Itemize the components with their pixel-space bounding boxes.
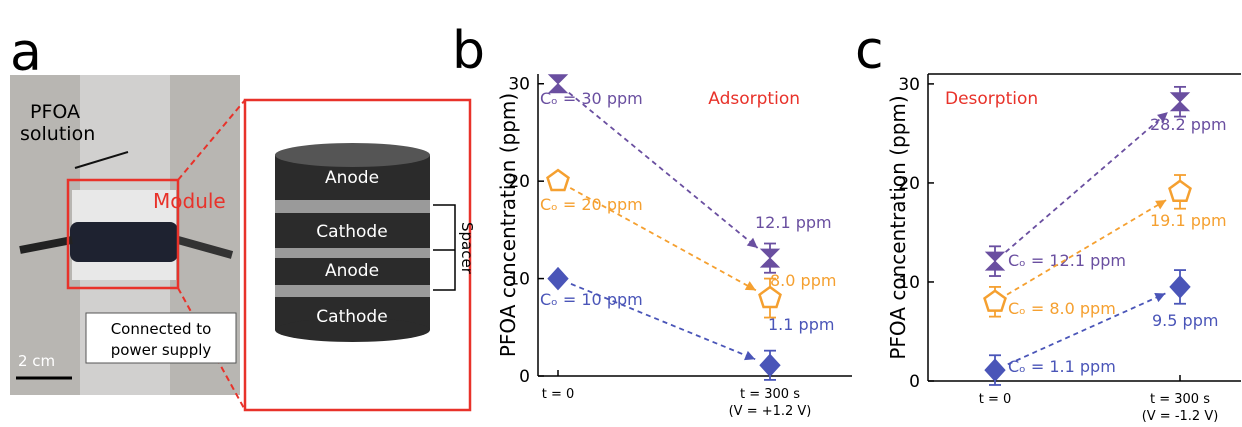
y-tick-label: 10 (898, 273, 920, 293)
module-electrodes (70, 222, 178, 262)
y-axis-label: PFOA concentration (ppm) (496, 93, 520, 357)
arrow-head (746, 237, 758, 248)
y-axis-label: PFOA concentration (ppm) (886, 95, 910, 359)
panel-label: c (855, 21, 884, 81)
data-point (983, 289, 1007, 312)
panel-label: a (10, 23, 42, 83)
stack-bottom (275, 318, 430, 342)
arrow-head (1155, 200, 1167, 210)
value-label: Cₒ = 30 ppm (540, 89, 643, 108)
power-label-box (85, 312, 237, 364)
data-point (546, 168, 570, 192)
data-point (984, 358, 1006, 382)
value-label: 8.0 ppm (770, 271, 836, 290)
layer-label: Cathode (316, 307, 387, 327)
value-label: 28.2 ppm (1150, 115, 1227, 134)
value-label: 1.1 ppm (768, 315, 834, 334)
trend-arrow (568, 91, 759, 249)
x-tick-label: t = 0 (542, 387, 575, 402)
data-point (1169, 92, 1191, 112)
arrow-head (1157, 112, 1168, 123)
data-point (547, 74, 569, 94)
layer-label: Anode (325, 168, 379, 188)
layer-label: Anode (325, 261, 379, 281)
annotation: Desorption (945, 89, 1038, 109)
trend-arrow (1007, 292, 1166, 366)
value-label: Cₒ = 20 ppm (540, 195, 643, 214)
stack-body (275, 155, 430, 330)
trend-arrow (570, 283, 756, 361)
value-label: Cₒ = 10 ppm (540, 290, 643, 309)
trend-arrow (1005, 111, 1169, 253)
data-point (759, 353, 781, 378)
panel-label: b (452, 21, 485, 81)
value-label: Cₒ = 8.0 ppm (1008, 299, 1116, 318)
arrow-head (1154, 293, 1166, 303)
y-tick-label: 20 (898, 174, 920, 194)
data-point (1169, 275, 1191, 299)
data-point (759, 248, 781, 268)
x-tick-label: t = 300 s (V = +1.2 V) (729, 387, 812, 419)
value-label: Cₒ = 1.1 ppm (1008, 357, 1116, 376)
layer-label: Cathode (316, 222, 387, 242)
power-label: Connected to (111, 320, 212, 338)
x-tick-label: t = 0 (979, 392, 1012, 407)
arrow-head (744, 350, 756, 361)
value-label: 19.1 ppm (1150, 211, 1227, 230)
y-tick-label: 20 (508, 172, 530, 192)
y-tick-label: 30 (508, 75, 530, 95)
module-box (66, 178, 180, 290)
y-tick-label: 10 (508, 270, 530, 290)
clip-left (19, 236, 73, 254)
spacer-label: Spacer (458, 222, 476, 275)
data-point (1168, 179, 1192, 202)
value-label: 9.5 ppm (1152, 311, 1218, 330)
spacer-layer (275, 200, 430, 213)
spacer-layer (275, 285, 430, 297)
arrow-head (744, 281, 756, 291)
x-tick-label: t = 300 s (V = -1.2 V) (1142, 392, 1219, 424)
value-label: 12.1 ppm (755, 213, 832, 232)
data-point (984, 251, 1006, 271)
annotation: Adsorption (708, 89, 800, 109)
value-label: Cₒ = 12.1 ppm (1008, 251, 1126, 270)
module-label: Module (153, 189, 226, 213)
clip-right (176, 236, 234, 259)
power-label: power supply (111, 341, 212, 359)
spacer-bracket (433, 204, 456, 291)
spacer-layer (275, 248, 430, 258)
trend-arrow (1006, 199, 1167, 296)
data-point (547, 266, 569, 291)
y-tick-label: 30 (898, 75, 920, 95)
y-tick-label: 0 (909, 372, 920, 392)
zoom-line (177, 287, 246, 411)
pointer-arrow (74, 151, 129, 169)
zoom-line (177, 99, 246, 181)
data-point (758, 285, 782, 309)
solution-label: PFOA (30, 101, 80, 123)
scale-bar-label: 2 cm (18, 352, 55, 370)
stack-top (275, 143, 430, 167)
y-tick-label: 0 (519, 367, 530, 387)
solution-label: solution (20, 123, 95, 145)
